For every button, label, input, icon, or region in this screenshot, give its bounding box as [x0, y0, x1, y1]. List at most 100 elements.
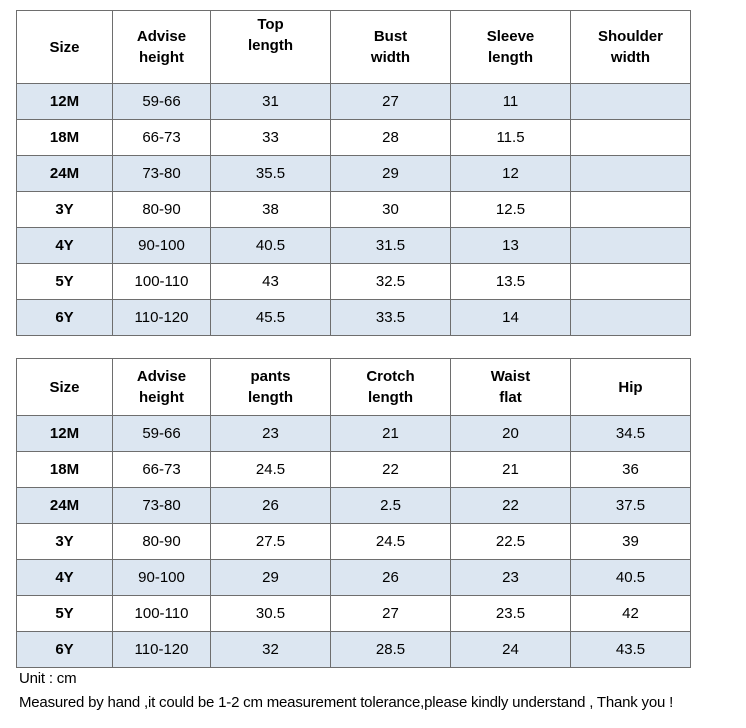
table-cell: 43 [210, 263, 331, 300]
table-cell [570, 191, 691, 228]
bottom-size-table: Size Advise height pants length Crotch leng… [16, 358, 691, 668]
table-cell: 73-80 [112, 487, 211, 524]
table-cell: 80-90 [112, 523, 211, 560]
table-cell: 22 [330, 451, 451, 488]
size-cell: 12M [16, 415, 113, 452]
table-cell: 30 [330, 191, 451, 228]
table-cell: 26 [330, 559, 451, 596]
table-row: 18M 66-73 33 28 11.5 [16, 119, 691, 156]
table-row: 24M 73-80 35.5 29 12 [16, 155, 691, 192]
size-cell: 12M [16, 83, 113, 120]
table-cell: 35.5 [210, 155, 331, 192]
size-cell: 24M [16, 155, 113, 192]
size-cell: 4Y [16, 559, 113, 596]
table-cell [570, 227, 691, 264]
table-row: 6Y 110-120 45.5 33.5 14 [16, 299, 691, 336]
table-cell: 12.5 [450, 191, 571, 228]
table-cell: 90-100 [112, 559, 211, 596]
table-cell: 24.5 [210, 451, 331, 488]
table-cell: 90-100 [112, 227, 211, 264]
table-cell: 80-90 [112, 191, 211, 228]
table-row: 5Y 100-110 43 32.5 13.5 [16, 263, 691, 300]
table-cell: 73-80 [112, 155, 211, 192]
header-size: Size [16, 358, 113, 416]
table-row: 4Y 90-100 29 26 23 40.5 [16, 559, 691, 596]
table-cell [570, 155, 691, 192]
table-cell: 42 [570, 595, 691, 632]
table-cell: 38 [210, 191, 331, 228]
tolerance-note: Measured by hand ,it could be 1-2 cm mea… [19, 694, 674, 711]
table-cell: 31 [210, 83, 331, 120]
table-row: 12M 59-66 31 27 11 [16, 83, 691, 120]
table-cell: 33.5 [330, 299, 451, 336]
table-cell: 23.5 [450, 595, 571, 632]
table-cell: 26 [210, 487, 331, 524]
table-row: 24M 73-80 26 2.5 22 37.5 [16, 487, 691, 524]
table-cell: 11.5 [450, 119, 571, 156]
table-cell: 66-73 [112, 119, 211, 156]
table-header-row: Size Advise height Top length Bust width Sl… [16, 10, 691, 84]
table-cell [570, 263, 691, 300]
table-cell: 33 [210, 119, 331, 156]
header-shoulder-width: Shoulder width [570, 10, 691, 84]
size-cell: 6Y [16, 631, 113, 668]
table-cell: 29 [210, 559, 331, 596]
table-cell: 13 [450, 227, 571, 264]
table-cell: 32 [210, 631, 331, 668]
table-cell: 34.5 [570, 415, 691, 452]
table-row: 4Y 90-100 40.5 31.5 13 [16, 227, 691, 264]
table-cell: 31.5 [330, 227, 451, 264]
top-size-table: Size Advise height Top length Bust width Sl… [16, 10, 691, 336]
table-cell: 24 [450, 631, 571, 668]
table-cell: 27 [330, 83, 451, 120]
table-cell: 11 [450, 83, 571, 120]
table-cell: 21 [330, 415, 451, 452]
table-cell: 36 [570, 451, 691, 488]
table-row: 3Y 80-90 27.5 24.5 22.5 39 [16, 523, 691, 560]
table-cell: 59-66 [112, 83, 211, 120]
size-cell: 18M [16, 451, 113, 488]
table-cell: 28 [330, 119, 451, 156]
table-cell: 2.5 [330, 487, 451, 524]
table-cell: 30.5 [210, 595, 331, 632]
table-cell: 37.5 [570, 487, 691, 524]
table-cell: 21 [450, 451, 571, 488]
table-cell: 100-110 [112, 595, 211, 632]
table-cell: 100-110 [112, 263, 211, 300]
size-cell: 3Y [16, 523, 113, 560]
table-row: 12M 59-66 23 21 20 34.5 [16, 415, 691, 452]
size-cell: 4Y [16, 227, 113, 264]
table-header-row: Size Advise height pants length Crotch leng… [16, 358, 691, 416]
header-waist-flat: Waist flat [450, 358, 571, 416]
table-cell: 24.5 [330, 523, 451, 560]
header-bust-width: Bust width [330, 10, 451, 84]
table-row: 3Y 80-90 38 30 12.5 [16, 191, 691, 228]
size-cell: 5Y [16, 595, 113, 632]
table-cell: 13.5 [450, 263, 571, 300]
header-advise-height: Advise height [112, 10, 211, 84]
unit-note: Unit : cm [19, 670, 77, 687]
table-cell: 59-66 [112, 415, 211, 452]
table-row: 5Y 100-110 30.5 27 23.5 42 [16, 595, 691, 632]
table-cell: 32.5 [330, 263, 451, 300]
size-cell: 18M [16, 119, 113, 156]
table-cell: 28.5 [330, 631, 451, 668]
header-advise-height: Advise height [112, 358, 211, 416]
header-size: Size [16, 10, 113, 84]
table-cell: 40.5 [210, 227, 331, 264]
table-cell: 45.5 [210, 299, 331, 336]
table-cell: 23 [210, 415, 331, 452]
table-cell: 40.5 [570, 559, 691, 596]
table-cell: 14 [450, 299, 571, 336]
table-cell: 29 [330, 155, 451, 192]
table-row: 18M 66-73 24.5 22 21 36 [16, 451, 691, 488]
table-cell: 43.5 [570, 631, 691, 668]
table-cell: 66-73 [112, 451, 211, 488]
size-cell: 24M [16, 487, 113, 524]
table-cell: 110-120 [112, 631, 211, 668]
size-cell: 5Y [16, 263, 113, 300]
header-hip: Hip [570, 358, 691, 416]
table-cell: 39 [570, 523, 691, 560]
table-cell: 20 [450, 415, 571, 452]
table-cell [570, 119, 691, 156]
